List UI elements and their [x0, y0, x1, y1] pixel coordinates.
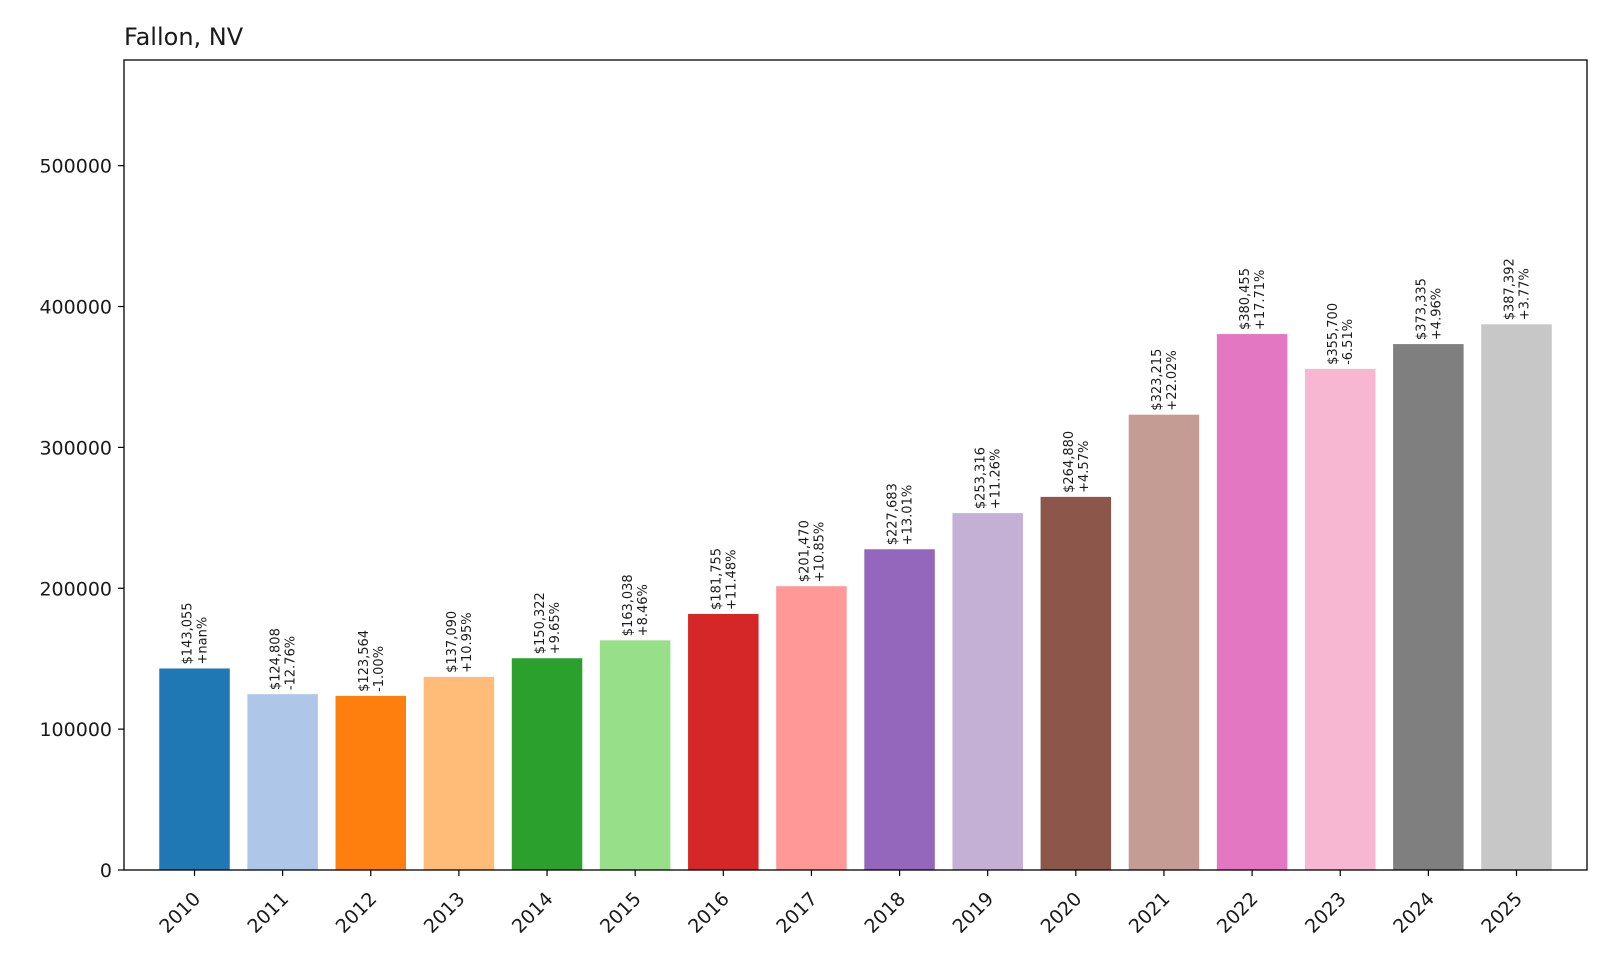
value-label-2017: $201,470	[797, 520, 812, 582]
ytick-label-0: 0	[100, 860, 112, 882]
ytick-label-400000: 400000	[39, 297, 112, 319]
y-axis: 0 100000 200000 300000 400000 500000	[39, 156, 124, 882]
change-label-2014: +9.65%	[548, 602, 563, 654]
data-label-group-2016: $181,755 +11.48%	[709, 548, 739, 610]
xtick-label-2025: 2025	[1477, 888, 1527, 938]
bar-2025	[1481, 324, 1552, 870]
data-label-group-2019: $253,316 +11.26%	[974, 447, 1004, 509]
change-label-2022: +17.71%	[1253, 270, 1268, 330]
data-label-group-2018: $227,683 +13.01%	[886, 483, 916, 545]
bar-2023	[1304, 368, 1376, 870]
bar-2016	[688, 613, 759, 870]
change-label-2019: +11.26%	[989, 449, 1004, 509]
value-label-2016: $181,755	[709, 548, 724, 610]
ytick-label-100000: 100000	[39, 719, 112, 741]
value-label-2010: $143,055	[181, 602, 196, 664]
ytick-label-500000: 500000	[39, 156, 112, 178]
bar-2024	[1393, 344, 1464, 870]
xtick-label-2013: 2013	[420, 888, 470, 938]
change-label-2012: -1.00%	[372, 646, 387, 692]
data-label-group-2021: $323,215 +22.02%	[1150, 349, 1180, 411]
data-label-group-2024: $373,335 +4.96%	[1414, 278, 1444, 340]
data-label-group-2014: $150,322 +9.65%	[533, 592, 563, 654]
value-label-2018: $227,683	[886, 483, 901, 545]
value-label-2023: $355,700	[1326, 303, 1341, 365]
change-label-2020: +4.57%	[1077, 441, 1092, 493]
value-label-2012: $123,564	[357, 630, 372, 692]
xtick-label-2014: 2014	[508, 888, 558, 938]
bars-layer	[159, 324, 1552, 870]
data-label-group-2015: $163,038 +8.46%	[621, 574, 651, 636]
value-label-2019: $253,316	[974, 447, 989, 509]
data-label-group-2023: $355,700 -6.51%	[1326, 303, 1356, 365]
bar-2017	[776, 586, 847, 870]
data-label-group-2025: $387,392 +3.77%	[1502, 258, 1532, 320]
value-label-2022: $380,455	[1238, 268, 1253, 330]
bar-2013	[423, 676, 495, 870]
data-label-group-2020: $264,880 +4.57%	[1062, 431, 1092, 493]
change-label-2010: +nan%	[196, 617, 211, 665]
bar-2010	[159, 668, 230, 870]
chart-title: Fallon, NV	[124, 23, 244, 51]
bar-2022	[1216, 334, 1288, 870]
bar-2018	[864, 549, 935, 870]
bar-2021	[1128, 414, 1200, 870]
change-label-2017: +10.85%	[812, 522, 827, 582]
bar-2012	[335, 695, 407, 870]
xtick-label-2020: 2020	[1037, 888, 1087, 938]
change-label-2011: -12.76%	[284, 636, 299, 690]
xtick-label-2016: 2016	[684, 888, 734, 938]
data-labels-layer: $143,055 +nan% $124,808 -12.76% $123,564 -1.0…	[181, 258, 1533, 692]
change-label-2018: +13.01%	[901, 485, 916, 545]
xtick-label-2012: 2012	[332, 888, 382, 938]
bar-2015	[599, 640, 671, 870]
value-label-2013: $137,090	[445, 611, 460, 673]
change-label-2024: +4.96%	[1429, 288, 1444, 340]
plot-area-frame	[123, 59, 1588, 871]
data-label-group-2010: $143,055 +nan%	[181, 602, 211, 664]
data-label-group-2013: $137,090 +10.95%	[445, 611, 475, 673]
value-label-2021: $323,215	[1150, 349, 1165, 411]
xtick-label-2022: 2022	[1213, 888, 1263, 938]
change-label-2016: +11.48%	[724, 549, 739, 609]
value-label-2020: $264,880	[1062, 431, 1077, 493]
bar-2019	[952, 513, 1023, 870]
xtick-label-2023: 2023	[1301, 888, 1351, 938]
value-label-2024: $373,335	[1414, 278, 1429, 340]
xtick-label-2018: 2018	[860, 888, 910, 938]
data-label-group-2012: $123,564 -1.00%	[357, 630, 387, 692]
xtick-label-2017: 2017	[772, 888, 822, 938]
bar-2014	[511, 658, 583, 870]
bar-2020	[1040, 496, 1112, 870]
value-label-2025: $387,392	[1502, 258, 1517, 320]
change-label-2013: +10.95%	[460, 612, 475, 672]
xtick-label-2011: 2011	[243, 888, 293, 938]
data-label-group-2011: $124,808 -12.76%	[269, 628, 299, 690]
ytick-label-300000: 300000	[39, 437, 112, 459]
change-label-2021: +22.02%	[1165, 350, 1180, 410]
xtick-label-2010: 2010	[155, 888, 205, 938]
ytick-label-200000: 200000	[39, 578, 112, 600]
xtick-label-2024: 2024	[1389, 888, 1439, 938]
change-label-2023: -6.51%	[1341, 319, 1356, 365]
value-label-2015: $163,038	[621, 574, 636, 636]
change-label-2015: +8.46%	[636, 584, 651, 636]
data-label-group-2017: $201,470 +10.85%	[797, 520, 827, 582]
data-label-group-2022: $380,455 +17.71%	[1238, 268, 1268, 330]
x-axis: 2010 2011 2012 2013 2014 2015 2016 2017 2018 2019…	[155, 870, 1527, 938]
change-label-2025: +3.77%	[1517, 268, 1532, 320]
xtick-label-2021: 2021	[1125, 888, 1175, 938]
xtick-label-2019: 2019	[948, 888, 998, 938]
bar-2011	[247, 694, 318, 870]
value-label-2011: $124,808	[269, 628, 284, 690]
value-label-2014: $150,322	[533, 592, 548, 654]
xtick-label-2015: 2015	[596, 888, 646, 938]
